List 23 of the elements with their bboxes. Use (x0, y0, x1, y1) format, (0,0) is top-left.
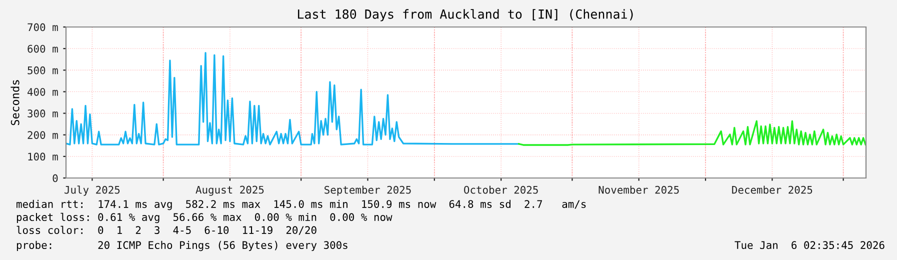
x-tick-label: July 2025 (64, 186, 120, 196)
text: Tue Jan 6 02:35:45 2026 (734, 241, 884, 250)
y-tick-label: 600 m (28, 44, 58, 53)
text: loss color: 0 1 2 3 4-5 6-10 11-19 20/20 (16, 226, 316, 235)
chart-title: Last 180 Days from Auckland to [IN] (Chennai) (298, 9, 633, 22)
x-tick-label: September 2025 (324, 186, 411, 196)
y-tick-label: 200 m (28, 131, 58, 139)
y-tick-label: 400 m (28, 88, 58, 96)
x-tick-label: August 2025 (196, 186, 264, 196)
x-tick-label: November 2025 (598, 186, 679, 194)
y-tick-label: 0 (52, 174, 58, 182)
y-tick-label: 700 m (28, 23, 58, 32)
x-tick-label: October 2025 (464, 186, 538, 194)
x-tick-label: December 2025 (732, 186, 812, 194)
y-tick-label: 300 m (28, 110, 58, 118)
text: packet loss: 0.61 % avg 56.66 % max 0.00 % min 0.00 % now (16, 212, 392, 224)
text: median rtt: 174.1 ms avg 582.2 ms max 145.0 ms min 150.9 ms now 64.8 ms sd 2.7 am/s (16, 200, 586, 210)
y-axis-title: Seconds (10, 80, 20, 126)
y-tick-label: 100 m (28, 152, 58, 161)
line-series (518, 120, 866, 146)
y-tick-label: 500 m (28, 66, 58, 74)
line-series (66, 52, 520, 146)
text: probe: 20 ICMP Echo Pings (56 Bytes) every 300s (16, 240, 348, 252)
